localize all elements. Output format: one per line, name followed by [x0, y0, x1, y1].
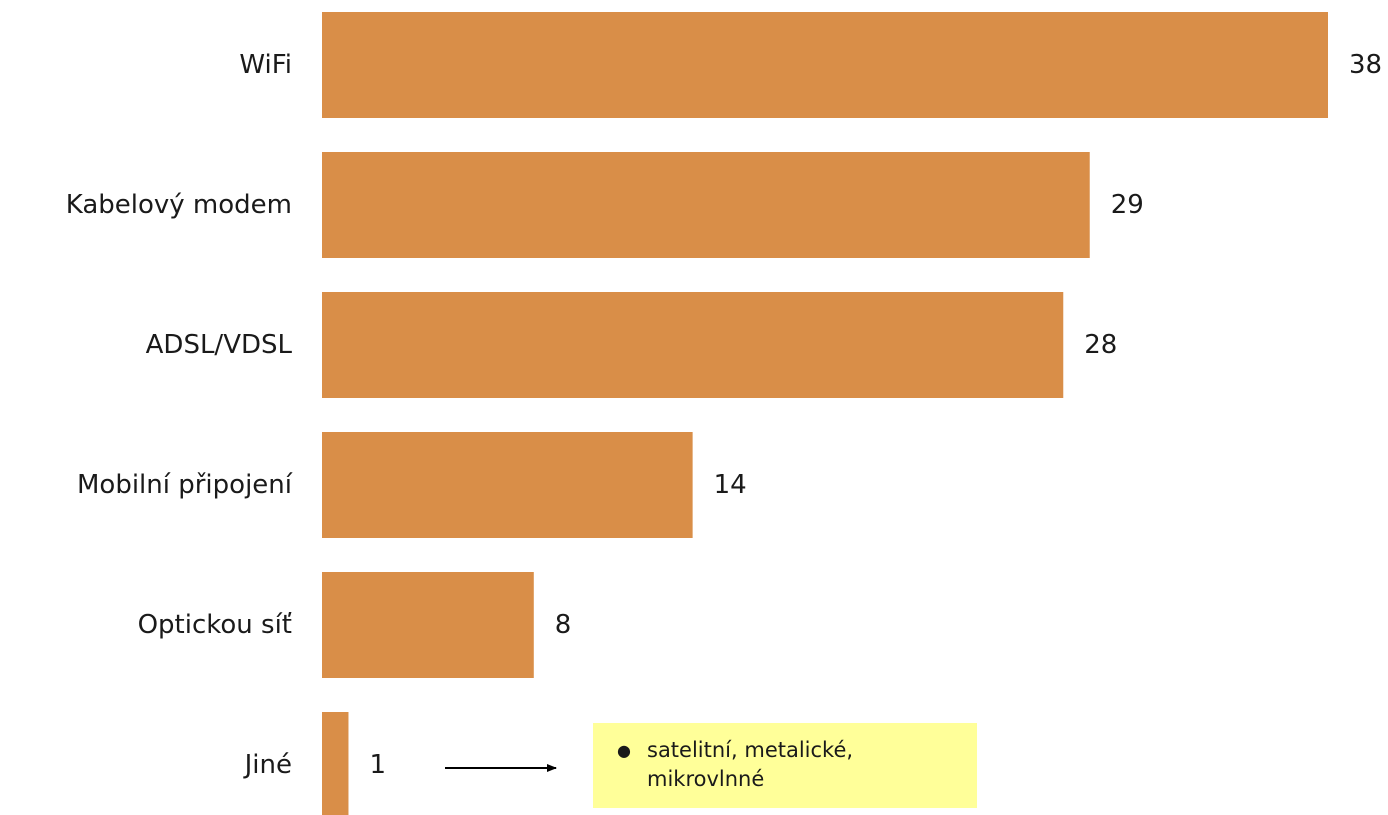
bar-adsl-vdsl — [322, 292, 1064, 398]
category-label-mobilni-pripojeni: Mobilní připojení — [77, 470, 293, 500]
value-label-kabelovy-modem: 29 — [1111, 190, 1144, 220]
category-label-optickou-sit: Optickou síť — [138, 610, 292, 640]
bar-jine — [322, 712, 349, 815]
category-label-wifi: WiFi — [239, 50, 292, 80]
value-label-optickou-sit: 8 — [555, 610, 572, 640]
bar-wifi — [322, 12, 1328, 118]
category-label-adsl-vdsl: ADSL/VDSL — [146, 330, 293, 360]
value-label-adsl-vdsl: 28 — [1084, 330, 1117, 360]
value-labels-group: 38 29 28 14 8 1 — [369, 50, 1382, 780]
value-label-wifi: 38 — [1349, 50, 1382, 80]
bar-kabelovy-modem — [322, 152, 1090, 258]
bars-group — [322, 12, 1328, 815]
category-labels-group: WiFi Kabelový modem ADSL/VDSL Mobilní připo… — [66, 50, 293, 780]
annotation-note: satelitní, metalické, mikrovlnné — [593, 723, 977, 808]
value-label-mobilni-pripojeni: 14 — [714, 470, 747, 500]
annotation-list: satelitní, metalické, mikrovlnné — [617, 736, 961, 794]
value-label-jine: 1 — [369, 750, 386, 780]
annotation-item: satelitní, metalické, mikrovlnné — [617, 736, 961, 794]
bar-mobilni-pripojeni — [322, 432, 693, 538]
bar-optickou-sit — [322, 572, 534, 678]
category-label-jine: Jiné — [243, 750, 292, 780]
category-label-kabelovy-modem: Kabelový modem — [66, 190, 292, 220]
